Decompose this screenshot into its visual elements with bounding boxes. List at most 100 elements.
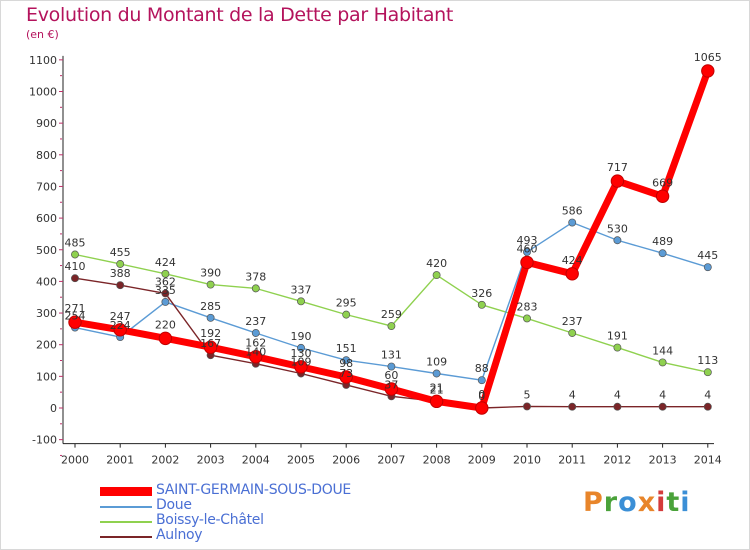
data-label: 4 <box>614 389 621 402</box>
data-point <box>387 322 396 330</box>
data-point <box>701 64 715 78</box>
data-label: 493 <box>517 234 538 247</box>
data-label: 378 <box>245 270 266 283</box>
logo-letter: o <box>618 487 638 518</box>
data-point <box>613 343 622 352</box>
data-point <box>520 255 534 270</box>
x-tick-label: 2002 <box>151 454 179 467</box>
data-label: 455 <box>110 246 131 259</box>
x-tick-label: 2004 <box>242 454 270 467</box>
data-label: 98 <box>339 357 353 370</box>
x-tick-label: 2011 <box>558 454 586 467</box>
logo-letter: i <box>656 487 667 518</box>
data-point <box>294 360 308 374</box>
data-label: 445 <box>697 249 718 262</box>
data-label: 21 <box>430 383 444 396</box>
data-point <box>206 313 215 322</box>
data-point <box>161 298 170 306</box>
data-point <box>206 280 215 289</box>
data-point <box>703 402 712 411</box>
data-label: 335 <box>155 284 176 297</box>
data-point <box>658 249 667 258</box>
data-point <box>523 248 531 256</box>
data-label: 390 <box>200 267 221 280</box>
data-label: 669 <box>652 176 673 189</box>
x-tick-label: 2009 <box>468 454 496 467</box>
data-point <box>251 284 260 293</box>
data-label: 0 <box>478 388 485 401</box>
data-label: 113 <box>697 354 718 367</box>
data-point <box>613 236 622 245</box>
data-point <box>610 174 625 188</box>
y-tick-label: 300 <box>36 307 57 320</box>
x-tick-label: 2001 <box>106 454 134 467</box>
data-label: 4 <box>569 389 576 402</box>
data-label: 4 <box>659 389 666 402</box>
legend-item-saint-germain: SAINT-GERMAIN-SOUS-DOUE <box>100 482 420 499</box>
data-label: 337 <box>291 283 312 296</box>
y-tick-label: 1100 <box>29 54 57 67</box>
proxiti-logo: Proxiti <box>583 487 691 518</box>
data-label: 0 <box>478 390 485 403</box>
data-point <box>68 315 82 329</box>
data-label: 485 <box>65 236 86 249</box>
data-point <box>568 402 577 411</box>
data-label: 220 <box>155 318 176 331</box>
data-point <box>477 300 486 309</box>
y-tick-label: 100 <box>36 370 57 383</box>
data-label: 130 <box>291 347 312 360</box>
x-tick-label: 2005 <box>287 454 315 467</box>
data-label: 424 <box>562 254 583 267</box>
data-label: 271 <box>65 302 86 315</box>
logo-letter: i <box>680 487 691 518</box>
legend-item-boissy: Boissy-le-Châtel <box>100 512 420 529</box>
series-boissy-le-ch-tel <box>71 250 712 377</box>
chart-axes: -100010020030040050060070080090010001100… <box>29 54 722 467</box>
legend-swatch <box>100 521 152 523</box>
data-label: 192 <box>200 327 221 340</box>
x-tick-label: 2013 <box>649 454 677 467</box>
data-point <box>342 310 351 319</box>
y-tick-label: 700 <box>36 180 57 193</box>
legend-label: Boissy-le-Châtel <box>156 512 264 528</box>
data-point <box>203 340 218 354</box>
data-point <box>655 189 670 203</box>
data-label: 5 <box>524 388 531 401</box>
logo-letter: r <box>603 487 619 518</box>
data-point <box>613 402 622 411</box>
y-tick-label: 1000 <box>29 86 57 99</box>
data-point <box>71 250 79 259</box>
data-point <box>161 289 170 298</box>
data-label: 410 <box>65 260 86 273</box>
data-point <box>568 218 577 227</box>
data-point <box>297 343 305 352</box>
data-label: 237 <box>245 315 266 328</box>
y-tick-label: 500 <box>36 244 57 257</box>
data-label: 586 <box>562 205 583 218</box>
y-tick-label: 900 <box>36 117 57 130</box>
data-label: 1065 <box>694 51 722 64</box>
data-point <box>658 402 667 411</box>
data-label: 190 <box>291 330 312 343</box>
data-label: 388 <box>110 267 131 280</box>
data-label: 424 <box>155 256 176 269</box>
chart-legend: SAINT-GERMAIN-SOUS-DOUE Doue Boissy-le-C… <box>100 482 420 544</box>
legend-item-doue: Doue <box>100 497 420 514</box>
data-point <box>703 368 712 377</box>
chart-data-labels: 485 455 424 390 378 337 295 259 420 326 283 237 191 1… <box>65 51 722 403</box>
data-label: 224 <box>110 319 131 332</box>
legend-label: Aulnoy <box>156 527 203 543</box>
data-point <box>342 356 351 365</box>
data-point <box>429 394 444 409</box>
data-label: 131 <box>381 349 402 362</box>
data-label: 109 <box>291 356 312 369</box>
legend-label: SAINT-GERMAIN-SOUS-DOUE <box>156 482 351 498</box>
data-label: 21 <box>430 381 444 394</box>
data-label: 247 <box>110 310 131 323</box>
data-point <box>116 281 125 290</box>
data-point <box>71 274 79 283</box>
data-label: 362 <box>155 275 176 288</box>
data-label: 295 <box>336 297 357 310</box>
